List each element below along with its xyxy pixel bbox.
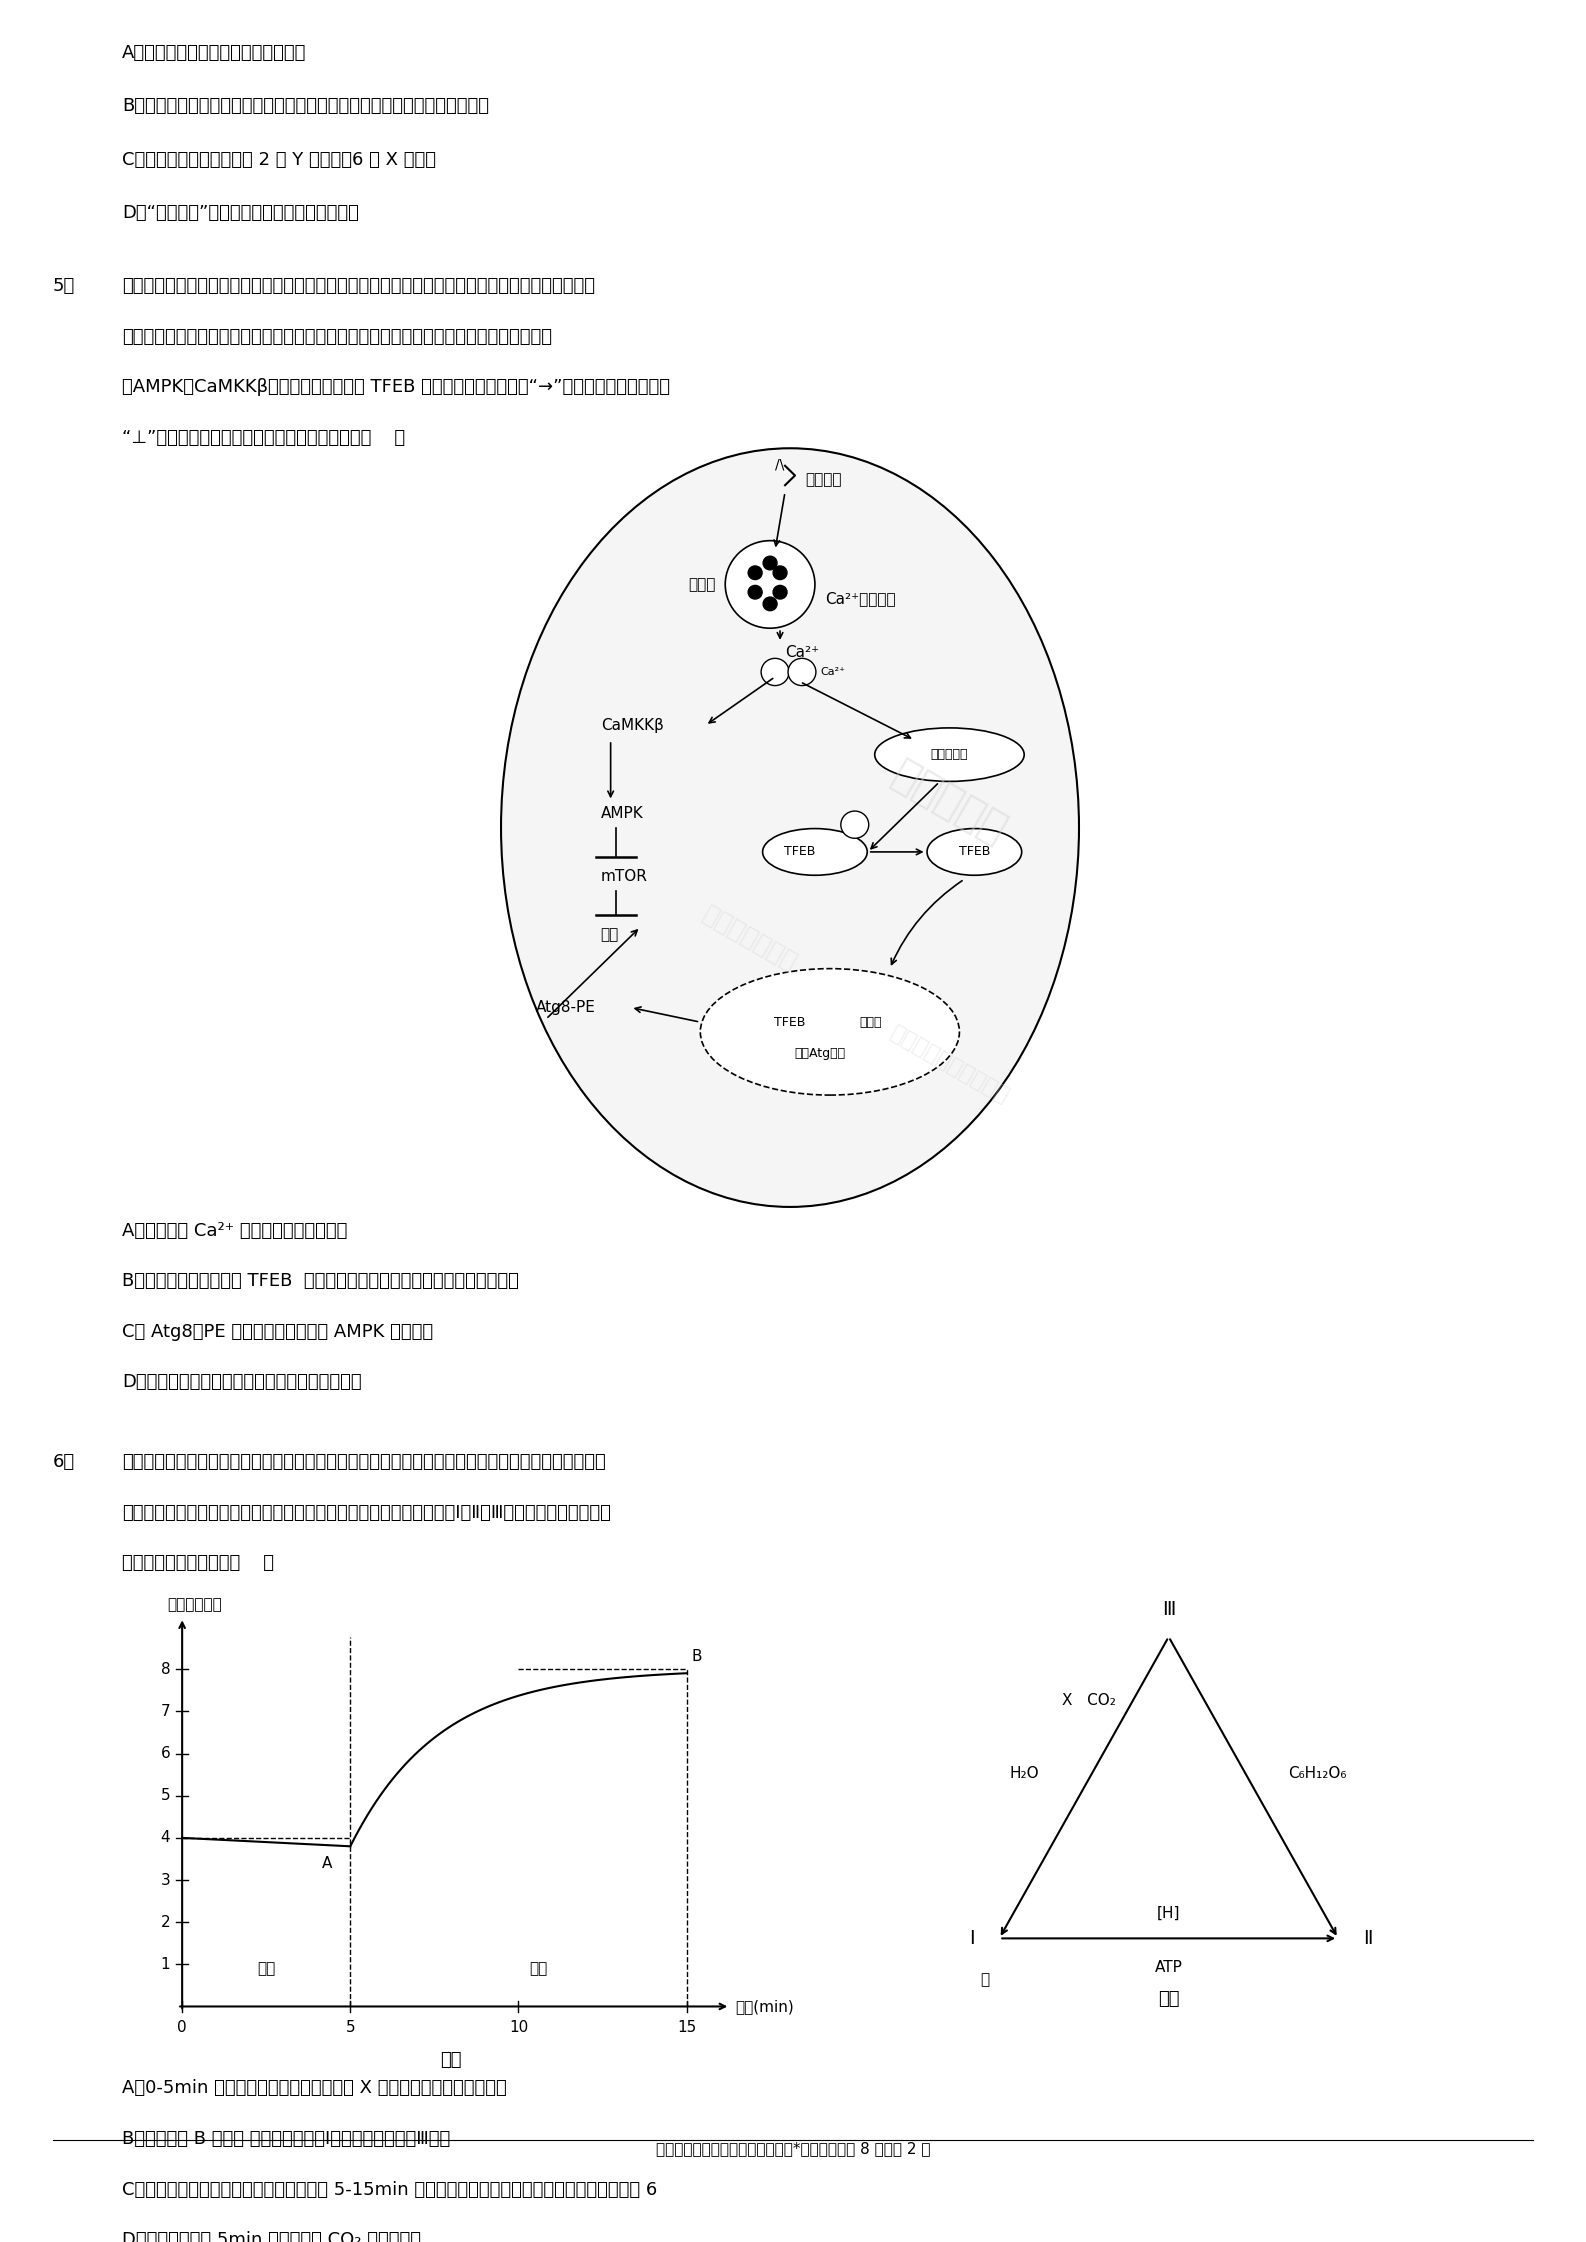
Text: D．实验进行到第 5min 时，容器中 CO₂ 的含量最高: D．实验进行到第 5min 时，容器中 CO₂ 的含量最高 <box>122 2231 422 2242</box>
Text: 发现，金属离子浓度的变化可诱导细胞自噬。下图为细胞自噬过程中钓离子参与的相关过程: 发现，金属离子浓度的变化可诱导细胞自噬。下图为细胞自噬过程中钓离子参与的相关过程 <box>122 327 552 345</box>
Text: 8: 8 <box>160 1661 170 1677</box>
Circle shape <box>749 565 763 581</box>
Text: D．在营养缺乏状态下，细胞自噬可能更容易发生: D．在营养缺乏状态下，细胞自噬可能更容易发生 <box>122 1374 362 1392</box>
Circle shape <box>763 596 777 610</box>
Text: B．该女孩可能是在胚胎期和另一异卵双生兄弟的早期胚胎合并后发育而来的: B．该女孩可能是在胚胎期和另一异卵双生兄弟的早期胚胎合并后发育而来的 <box>122 96 490 114</box>
Circle shape <box>749 585 763 599</box>
Text: Ca²⁺通道蛋白: Ca²⁺通道蛋白 <box>825 592 896 608</box>
Text: 1: 1 <box>160 1957 170 1971</box>
Ellipse shape <box>501 448 1078 1206</box>
Ellipse shape <box>928 830 1021 874</box>
Text: Atg8-PE: Atg8-PE <box>536 1000 596 1016</box>
Text: H₂O: H₂O <box>1010 1764 1039 1780</box>
Text: Ⅰ: Ⅰ <box>969 1928 974 1948</box>
Text: B．图甲所示 B 点时， 叶片中代谢过程Ⅰ速率等于代谢过程Ⅲ速率: B．图甲所示 B 点时， 叶片中代谢过程Ⅰ速率等于代谢过程Ⅲ速率 <box>122 2130 450 2148</box>
Text: 6．: 6． <box>52 1453 75 1471</box>
Text: （AMPK、CaMKKβ为细胞内的相应酶； TFEB 为细胞内的转录因子；“→”表示促进或激活作用；: （AMPK、CaMKKβ为细胞内的相应酶； TFEB 为细胞内的转录因子；“→”… <box>122 379 671 397</box>
Text: C₆H₁₂O₆: C₆H₁₂O₆ <box>1288 1764 1347 1780</box>
Text: Ⅲ: Ⅲ <box>1163 1601 1175 1619</box>
Circle shape <box>763 556 777 569</box>
Text: Ca²⁺: Ca²⁺ <box>785 646 818 659</box>
Text: P: P <box>852 821 858 830</box>
Text: 宜荆荆随恩重点高中教科研协作体*生物试卷（共 8 页）第 2 页: 宜荆荆随恩重点高中教科研协作体*生物试卷（共 8 页）第 2 页 <box>655 2141 931 2157</box>
Circle shape <box>788 659 815 686</box>
Text: TFEB: TFEB <box>774 1016 806 1029</box>
Text: 10: 10 <box>509 2020 528 2036</box>
Text: 4: 4 <box>160 1829 170 1845</box>
Text: A．溶酶体中 Ca²⁺ 的含量高于细胞质基质: A．溶酶体中 Ca²⁺ 的含量高于细胞质基质 <box>122 1222 347 1240</box>
Text: 黑暗: 黑暗 <box>257 1962 276 1975</box>
Text: Ca²⁺: Ca²⁺ <box>820 666 845 677</box>
Text: 图甲: 图甲 <box>441 2051 462 2069</box>
Text: ATP: ATP <box>1155 1960 1183 1975</box>
Text: 细胞核: 细胞核 <box>860 1016 882 1029</box>
Circle shape <box>841 812 869 839</box>
Text: 光照: 光照 <box>530 1962 547 1975</box>
Text: 代谢压力: 代谢压力 <box>806 473 842 487</box>
Text: C． Atg8－PE 在促进细胞自噬上与 AMPK 作用相反: C． Atg8－PE 在促进细胞自噬上与 AMPK 作用相反 <box>122 1323 433 1341</box>
Text: 第一时间获取教辅资料: 第一时间获取教辅资料 <box>887 1022 1012 1108</box>
Circle shape <box>772 565 787 581</box>
Text: 促进Atg表达: 促进Atg表达 <box>795 1047 845 1060</box>
Text: 7: 7 <box>160 1704 170 1720</box>
Text: 氧气相对含量: 氧气相对含量 <box>167 1599 222 1612</box>
Ellipse shape <box>701 969 960 1094</box>
Text: 微信公众号搜索: 微信公众号搜索 <box>699 901 801 975</box>
Text: 细胞自噬指通过溶酶体降解错误折叠的蛋白质、异常的细胞器从而循环利用自身内含物的现象，研究: 细胞自噬指通过溶酶体降解错误折叠的蛋白质、异常的细胞器从而循环利用自身内含物的现… <box>122 278 595 296</box>
Text: X   CO₂: X CO₂ <box>1063 1693 1117 1708</box>
Circle shape <box>725 540 815 628</box>
Text: 15: 15 <box>677 2020 696 2036</box>
Circle shape <box>761 659 788 686</box>
Text: B．只有去磷酸化形成的 TFEB  才能进入细胞核内，体现核孔具有一定选择性: B．只有去磷酸化形成的 TFEB 才能进入细胞核内，体现核孔具有一定选择性 <box>122 1271 519 1289</box>
Text: /\: /\ <box>776 457 785 473</box>
Text: 2: 2 <box>160 1915 170 1930</box>
Text: 6: 6 <box>160 1747 170 1760</box>
Text: 某科研人员将绻色的小麦植株放在温度适宜的密闭容器内，在不同的光照条件下，测定该容器内氧气相: 某科研人员将绻色的小麦植株放在温度适宜的密闭容器内，在不同的光照条件下，测定该容… <box>122 1453 606 1471</box>
Text: C．该女孩细胞中最多含有 2 条 Y 染色体，6 条 X 染色体: C．该女孩细胞中最多含有 2 条 Y 染色体，6 条 X 染色体 <box>122 150 436 168</box>
Text: A．0-5min 时，因细胞不断消耗图乙中的 X 导致容器中氧气量不断下降: A．0-5min 时，因细胞不断消耗图乙中的 X 导致容器中氧气量不断下降 <box>122 2078 508 2099</box>
Text: Ⅱ: Ⅱ <box>1362 1928 1372 1948</box>
Text: TFEB: TFEB <box>958 845 990 859</box>
Text: TFEB: TFEB <box>785 845 815 859</box>
Text: D．“试管婴儿”和克隆动物涉及的生殖方式不同: D．“试管婴儿”和克隆动物涉及的生殖方式不同 <box>122 204 360 222</box>
Text: A: A <box>322 1856 333 1872</box>
Text: 0: 0 <box>178 2020 187 2036</box>
Text: “⊥”表示阻止或抑制作用），下列说法错误的是（    ）: “⊥”表示阻止或抑制作用），下列说法错误的是（ ） <box>122 428 406 446</box>
Text: 自噬: 自噬 <box>601 928 619 942</box>
Text: 程。下列分析错误的是（    ）: 程。下列分析错误的是（ ） <box>122 1554 274 1572</box>
Circle shape <box>772 585 787 599</box>
Text: 溶酶体: 溶酶体 <box>688 576 715 592</box>
Text: 图乙: 图乙 <box>1158 1989 1180 2007</box>
Text: CaMKKβ: CaMKKβ <box>601 717 663 733</box>
Ellipse shape <box>763 830 868 874</box>
Text: 光: 光 <box>980 1973 990 1986</box>
Text: B: B <box>691 1650 703 1664</box>
Text: mTOR: mTOR <box>601 868 647 883</box>
Text: C．若小麦叶片的呼吸速率始终不变，则在 5-15min 时，小麦叶片总光合作用产生的氧气相对含量是 6: C．若小麦叶片的呼吸速率始终不变，则在 5-15min 时，小麦叶片总光合作用产… <box>122 2181 658 2199</box>
Text: AMPK: AMPK <box>601 805 644 821</box>
Text: 对含量的变化如甲图所示。图乙表示叶片某些代谢过程中物质的变化，Ⅰ、Ⅱ、Ⅲ分别表示不同的代谢过: 对含量的变化如甲图所示。图乙表示叶片某些代谢过程中物质的变化，Ⅰ、Ⅱ、Ⅲ分别表示… <box>122 1504 611 1522</box>
Text: 时间(min): 时间(min) <box>736 2000 795 2013</box>
Text: [H]: [H] <box>1156 1906 1180 1921</box>
Text: 钓调磷酸酶: 钓调磷酸酶 <box>931 749 967 760</box>
Text: 5: 5 <box>346 2020 355 2036</box>
Ellipse shape <box>875 729 1025 782</box>
Text: 3: 3 <box>160 1872 170 1888</box>
Text: A．器官移植可导致异源浌合体的产生: A．器官移植可导致异源浌合体的产生 <box>122 43 306 61</box>
Text: 5: 5 <box>160 1789 170 1803</box>
Text: 高考早知道: 高考早知道 <box>885 753 1013 852</box>
Text: 5．: 5． <box>52 278 75 296</box>
